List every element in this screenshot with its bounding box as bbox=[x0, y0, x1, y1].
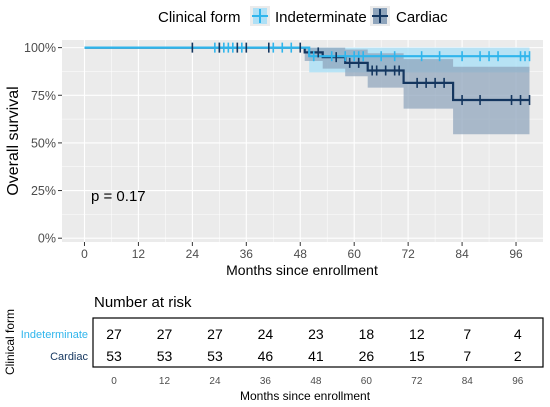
p-value-annotation: p = 0.17 bbox=[91, 188, 146, 205]
risk-cells: 27 27 27 24 23 18 12 7 4 53 53 53 46 41 26 15 7 2 bbox=[106, 326, 522, 364]
risk-x-tick-label: 72 bbox=[411, 376, 423, 387]
survival-curve-indeterminate bbox=[84, 46, 530, 58]
risk-cell: 53 bbox=[207, 348, 223, 364]
risk-cell: 15 bbox=[409, 348, 425, 364]
y-tick-label: 25% bbox=[31, 184, 56, 198]
legend-title: Clinical form bbox=[158, 9, 241, 26]
risk-y-axis-title: Clinical form bbox=[3, 309, 17, 375]
ci-band-cardiac bbox=[84, 47, 530, 135]
risk-x-tick-label: 96 bbox=[512, 376, 524, 387]
x-tick-label: 96 bbox=[509, 247, 523, 261]
censor-marks bbox=[191, 42, 531, 106]
risk-x-tick-label: 48 bbox=[310, 376, 322, 387]
x-tick-label: 12 bbox=[132, 247, 146, 261]
risk-x-tick-label: 84 bbox=[462, 376, 474, 387]
x-tick-label: 60 bbox=[348, 247, 362, 261]
risk-table-box bbox=[92, 317, 544, 368]
risk-cell: 46 bbox=[258, 348, 274, 364]
risk-x-tick-label: 0 bbox=[111, 376, 117, 387]
risk-cell: 53 bbox=[106, 348, 122, 364]
legend: Clinical form Indeterminate Cardiac bbox=[158, 6, 448, 26]
y-axis-ticks: 0% 25% 50% 75% 100% bbox=[24, 41, 62, 246]
x-tick-label: 84 bbox=[455, 247, 469, 261]
risk-table-title: Number at risk bbox=[94, 294, 192, 311]
risk-row-label-cardiac: Cardiac bbox=[50, 351, 88, 363]
risk-x-axis-title: Months since enrollment bbox=[240, 389, 371, 403]
risk-cell: 26 bbox=[359, 348, 375, 364]
risk-cell: 2 bbox=[514, 348, 522, 364]
risk-cell: 27 bbox=[157, 326, 173, 342]
risk-x-tick-label: 12 bbox=[159, 376, 171, 387]
risk-cell: 41 bbox=[308, 348, 324, 364]
y-tick-label: 50% bbox=[31, 136, 56, 150]
risk-x-ticks: 0 12 24 36 48 60 72 84 96 bbox=[111, 376, 524, 387]
confidence-bands bbox=[84, 47, 530, 135]
risk-cell: 7 bbox=[463, 348, 471, 364]
y-tick-label: 100% bbox=[24, 41, 56, 55]
risk-cell: 7 bbox=[463, 326, 471, 342]
risk-x-tick-label: 60 bbox=[361, 376, 373, 387]
risk-cell: 27 bbox=[106, 326, 122, 342]
risk-cell: 24 bbox=[258, 326, 274, 342]
x-axis-ticks: 0 12 24 36 48 60 72 84 96 bbox=[81, 242, 523, 261]
y-axis-title: Overall survival bbox=[5, 86, 22, 195]
survival-plot: 0% 25% 50% 75% 100% 0 12 24 36 48 60 72 84 96 p = 0.… bbox=[5, 40, 543, 278]
legend-label-indeterminate: Indeterminate bbox=[275, 9, 367, 26]
legend-label-cardiac: Cardiac bbox=[396, 9, 448, 26]
risk-cell: 23 bbox=[308, 326, 324, 342]
x-tick-label: 24 bbox=[186, 247, 200, 261]
risk-cell: 12 bbox=[409, 326, 425, 342]
y-tick-label: 0% bbox=[38, 232, 56, 246]
x-tick-label: 0 bbox=[81, 247, 88, 261]
risk-x-tick-label: 24 bbox=[209, 376, 221, 387]
risk-cell: 53 bbox=[157, 348, 173, 364]
x-tick-label: 48 bbox=[294, 247, 308, 261]
x-axis-title: Months since enrollment bbox=[226, 262, 378, 278]
y-tick-label: 75% bbox=[31, 89, 56, 103]
risk-cell: 18 bbox=[359, 326, 375, 342]
x-tick-label: 72 bbox=[401, 247, 415, 261]
risk-cell: 4 bbox=[514, 326, 522, 342]
risk-row-labels: Indeterminate Cardiac bbox=[21, 329, 89, 363]
x-tick-label: 36 bbox=[240, 247, 254, 261]
risk-row-label-indeterminate: Indeterminate bbox=[21, 329, 88, 341]
risk-x-tick-label: 36 bbox=[260, 376, 272, 387]
risk-cell: 27 bbox=[207, 326, 223, 342]
